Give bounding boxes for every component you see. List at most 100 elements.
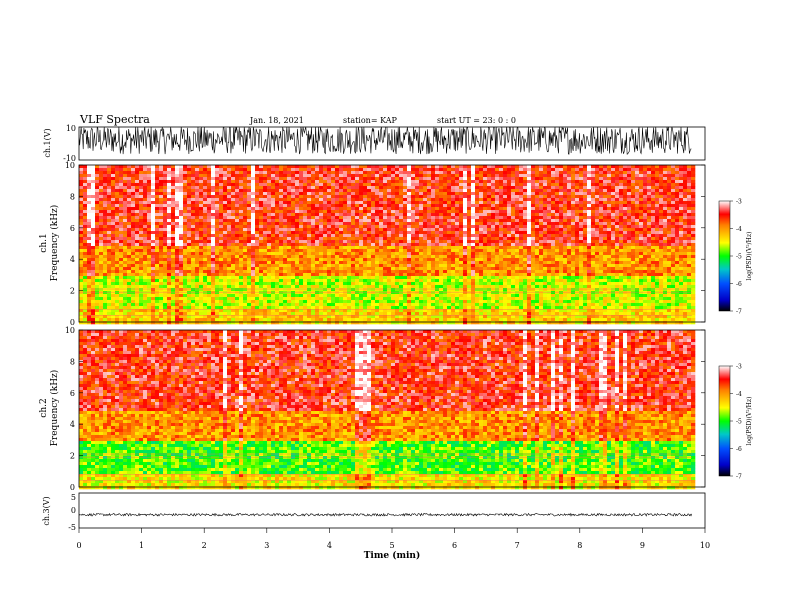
spectrogram-cell bbox=[147, 204, 152, 208]
spectrogram-cell bbox=[199, 306, 204, 310]
spectrogram-cell bbox=[299, 309, 304, 313]
spectrogram-cell bbox=[371, 276, 376, 280]
spectrogram-cell bbox=[287, 177, 292, 181]
spectrogram-cell bbox=[271, 219, 276, 223]
spectrogram-cell bbox=[83, 321, 88, 325]
spectrogram-cell bbox=[423, 204, 428, 208]
spectrogram-cell bbox=[207, 276, 212, 280]
spectrogram-cell bbox=[83, 207, 88, 211]
spectrogram-cell bbox=[179, 321, 184, 325]
spectrogram-cell bbox=[415, 216, 420, 220]
spectrogram-cell bbox=[319, 171, 324, 175]
spectrogram-cell bbox=[427, 204, 432, 208]
spectrogram-cell bbox=[427, 213, 432, 217]
spectrogram-cell bbox=[299, 186, 304, 190]
spectrogram-cell bbox=[271, 201, 276, 205]
spectrogram-cell bbox=[167, 297, 172, 301]
spectrogram-cell bbox=[127, 255, 132, 259]
spectrogram-cell bbox=[199, 177, 204, 181]
spectrogram-cell bbox=[187, 282, 192, 286]
spectrogram-cell bbox=[143, 246, 148, 250]
spectrogram-cell bbox=[327, 231, 332, 235]
spectrogram-cell bbox=[347, 267, 352, 271]
spectrogram-cell bbox=[203, 288, 208, 292]
spectrogram-cell bbox=[239, 219, 244, 223]
spectrogram-cell bbox=[391, 261, 396, 265]
spectrogram-cell bbox=[343, 198, 348, 202]
spectrogram-cell bbox=[275, 315, 280, 319]
spectrogram-cell bbox=[379, 273, 384, 277]
spectrogram-cell bbox=[155, 258, 160, 262]
spectrogram-cell bbox=[343, 267, 348, 271]
spectrogram-cell bbox=[83, 201, 88, 205]
spectrogram-cell bbox=[151, 246, 156, 250]
spectrogram-cell bbox=[275, 291, 280, 295]
spectrogram-cell bbox=[115, 201, 120, 205]
spectrogram-cell bbox=[307, 300, 312, 304]
spectrogram-cell bbox=[299, 210, 304, 214]
spectrogram-cell bbox=[327, 210, 332, 214]
spectrogram-cell bbox=[323, 174, 328, 178]
spectrogram-cell bbox=[275, 192, 280, 196]
spectrogram-cell bbox=[415, 177, 420, 181]
spectrogram-cell bbox=[379, 303, 384, 307]
spectrogram-cell bbox=[391, 192, 396, 196]
spectrogram-cell bbox=[143, 213, 148, 217]
spectrogram-cell bbox=[307, 267, 312, 271]
spectrogram-cell bbox=[163, 210, 168, 214]
spectrogram-cell bbox=[255, 252, 260, 256]
spectrogram-cell bbox=[87, 240, 92, 244]
spectrogram-cell bbox=[215, 219, 220, 223]
spectrogram-cell bbox=[143, 312, 148, 316]
spectrogram-cell bbox=[243, 213, 248, 217]
spectrogram-cell bbox=[443, 183, 448, 187]
spectrogram-cell bbox=[407, 207, 412, 211]
spectrogram-cell bbox=[271, 318, 276, 322]
spectrogram-cell bbox=[107, 249, 112, 253]
spectrogram-cell bbox=[183, 291, 188, 295]
spectrogram-cell bbox=[351, 276, 356, 280]
spectrogram-cell bbox=[439, 300, 444, 304]
spectrogram-cell bbox=[355, 273, 360, 277]
spectrogram-cell bbox=[175, 270, 180, 274]
spectrogram-cell bbox=[143, 282, 148, 286]
spectrogram-cell bbox=[183, 171, 188, 175]
spectrogram-cell bbox=[239, 306, 244, 310]
spectrogram-cell bbox=[231, 249, 236, 253]
spectrogram-cell bbox=[311, 318, 316, 322]
spectrogram-cell bbox=[259, 306, 264, 310]
spectrogram-cell bbox=[103, 312, 108, 316]
spectrogram-cell bbox=[431, 309, 436, 313]
spectrogram-cell bbox=[363, 303, 368, 307]
spectrogram-cell bbox=[115, 249, 120, 253]
spectrogram-cell bbox=[455, 171, 460, 175]
spectrogram-cell bbox=[87, 321, 92, 325]
spectrogram-cell bbox=[347, 177, 352, 181]
spectrogram-cell bbox=[107, 165, 112, 169]
spectrogram-cell bbox=[391, 231, 396, 235]
spectrogram-cell bbox=[219, 186, 224, 190]
spectrogram-cell bbox=[107, 267, 112, 271]
spectrogram-cell bbox=[107, 288, 112, 292]
spectrogram-cell bbox=[103, 216, 108, 220]
spectrogram-cell bbox=[295, 306, 300, 310]
spectrogram-cell bbox=[79, 318, 84, 322]
spectrogram-cell bbox=[155, 195, 160, 199]
spectrogram-cell bbox=[339, 225, 344, 229]
spectrogram-cell bbox=[315, 291, 320, 295]
spectrogram-cell bbox=[119, 165, 124, 169]
spectrogram-cell bbox=[307, 237, 312, 241]
spectrogram-cell bbox=[275, 264, 280, 268]
spectrogram-cell bbox=[415, 198, 420, 202]
spectrogram-cell bbox=[107, 291, 112, 295]
spectrogram-cell bbox=[179, 261, 184, 265]
spectrogram-cell bbox=[103, 186, 108, 190]
spectrogram-cell bbox=[255, 306, 260, 310]
spectrogram-cell bbox=[331, 201, 336, 205]
spectrogram-cell bbox=[279, 204, 284, 208]
spectrogram-cell bbox=[291, 228, 296, 232]
spectrogram-cell bbox=[403, 252, 408, 256]
spectrogram-cell bbox=[195, 285, 200, 289]
spectrogram-cell bbox=[419, 267, 424, 271]
spectrogram-cell bbox=[331, 180, 336, 184]
